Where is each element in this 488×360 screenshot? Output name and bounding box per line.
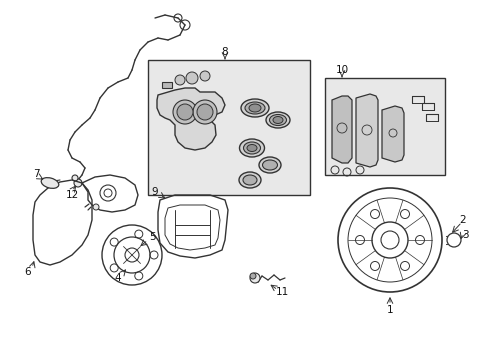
- Text: 4: 4: [115, 273, 121, 283]
- Circle shape: [185, 72, 198, 84]
- Circle shape: [249, 273, 256, 279]
- Ellipse shape: [262, 160, 277, 170]
- Text: 6: 6: [24, 267, 31, 277]
- Text: 10: 10: [335, 65, 348, 75]
- Circle shape: [197, 104, 213, 120]
- Text: 7: 7: [33, 169, 39, 179]
- Circle shape: [249, 273, 260, 283]
- Ellipse shape: [248, 104, 261, 112]
- Ellipse shape: [269, 114, 286, 126]
- Ellipse shape: [243, 175, 257, 185]
- Circle shape: [72, 175, 78, 181]
- Ellipse shape: [265, 112, 289, 128]
- Text: 8: 8: [221, 47, 228, 57]
- Ellipse shape: [246, 144, 257, 152]
- Ellipse shape: [244, 102, 264, 114]
- Ellipse shape: [239, 172, 261, 188]
- Circle shape: [200, 71, 209, 81]
- Text: 5: 5: [149, 232, 156, 242]
- Polygon shape: [157, 88, 224, 150]
- Ellipse shape: [41, 177, 59, 188]
- Text: 2: 2: [459, 215, 466, 225]
- Ellipse shape: [272, 117, 283, 123]
- Circle shape: [175, 75, 184, 85]
- Polygon shape: [381, 106, 403, 162]
- Circle shape: [193, 100, 217, 124]
- Ellipse shape: [243, 142, 260, 154]
- Bar: [148, 60, 309, 195]
- Ellipse shape: [239, 139, 264, 157]
- Ellipse shape: [241, 99, 268, 117]
- Circle shape: [74, 179, 82, 187]
- Circle shape: [177, 104, 193, 120]
- Text: 3: 3: [461, 230, 468, 240]
- Text: 12: 12: [65, 190, 79, 200]
- Circle shape: [173, 100, 197, 124]
- Circle shape: [93, 204, 99, 210]
- Ellipse shape: [259, 157, 281, 173]
- Polygon shape: [162, 82, 172, 88]
- Text: 9: 9: [151, 187, 158, 197]
- Polygon shape: [331, 96, 351, 163]
- Text: 11: 11: [275, 287, 288, 297]
- Polygon shape: [355, 94, 377, 167]
- Text: 1: 1: [386, 305, 392, 315]
- Bar: [325, 78, 444, 175]
